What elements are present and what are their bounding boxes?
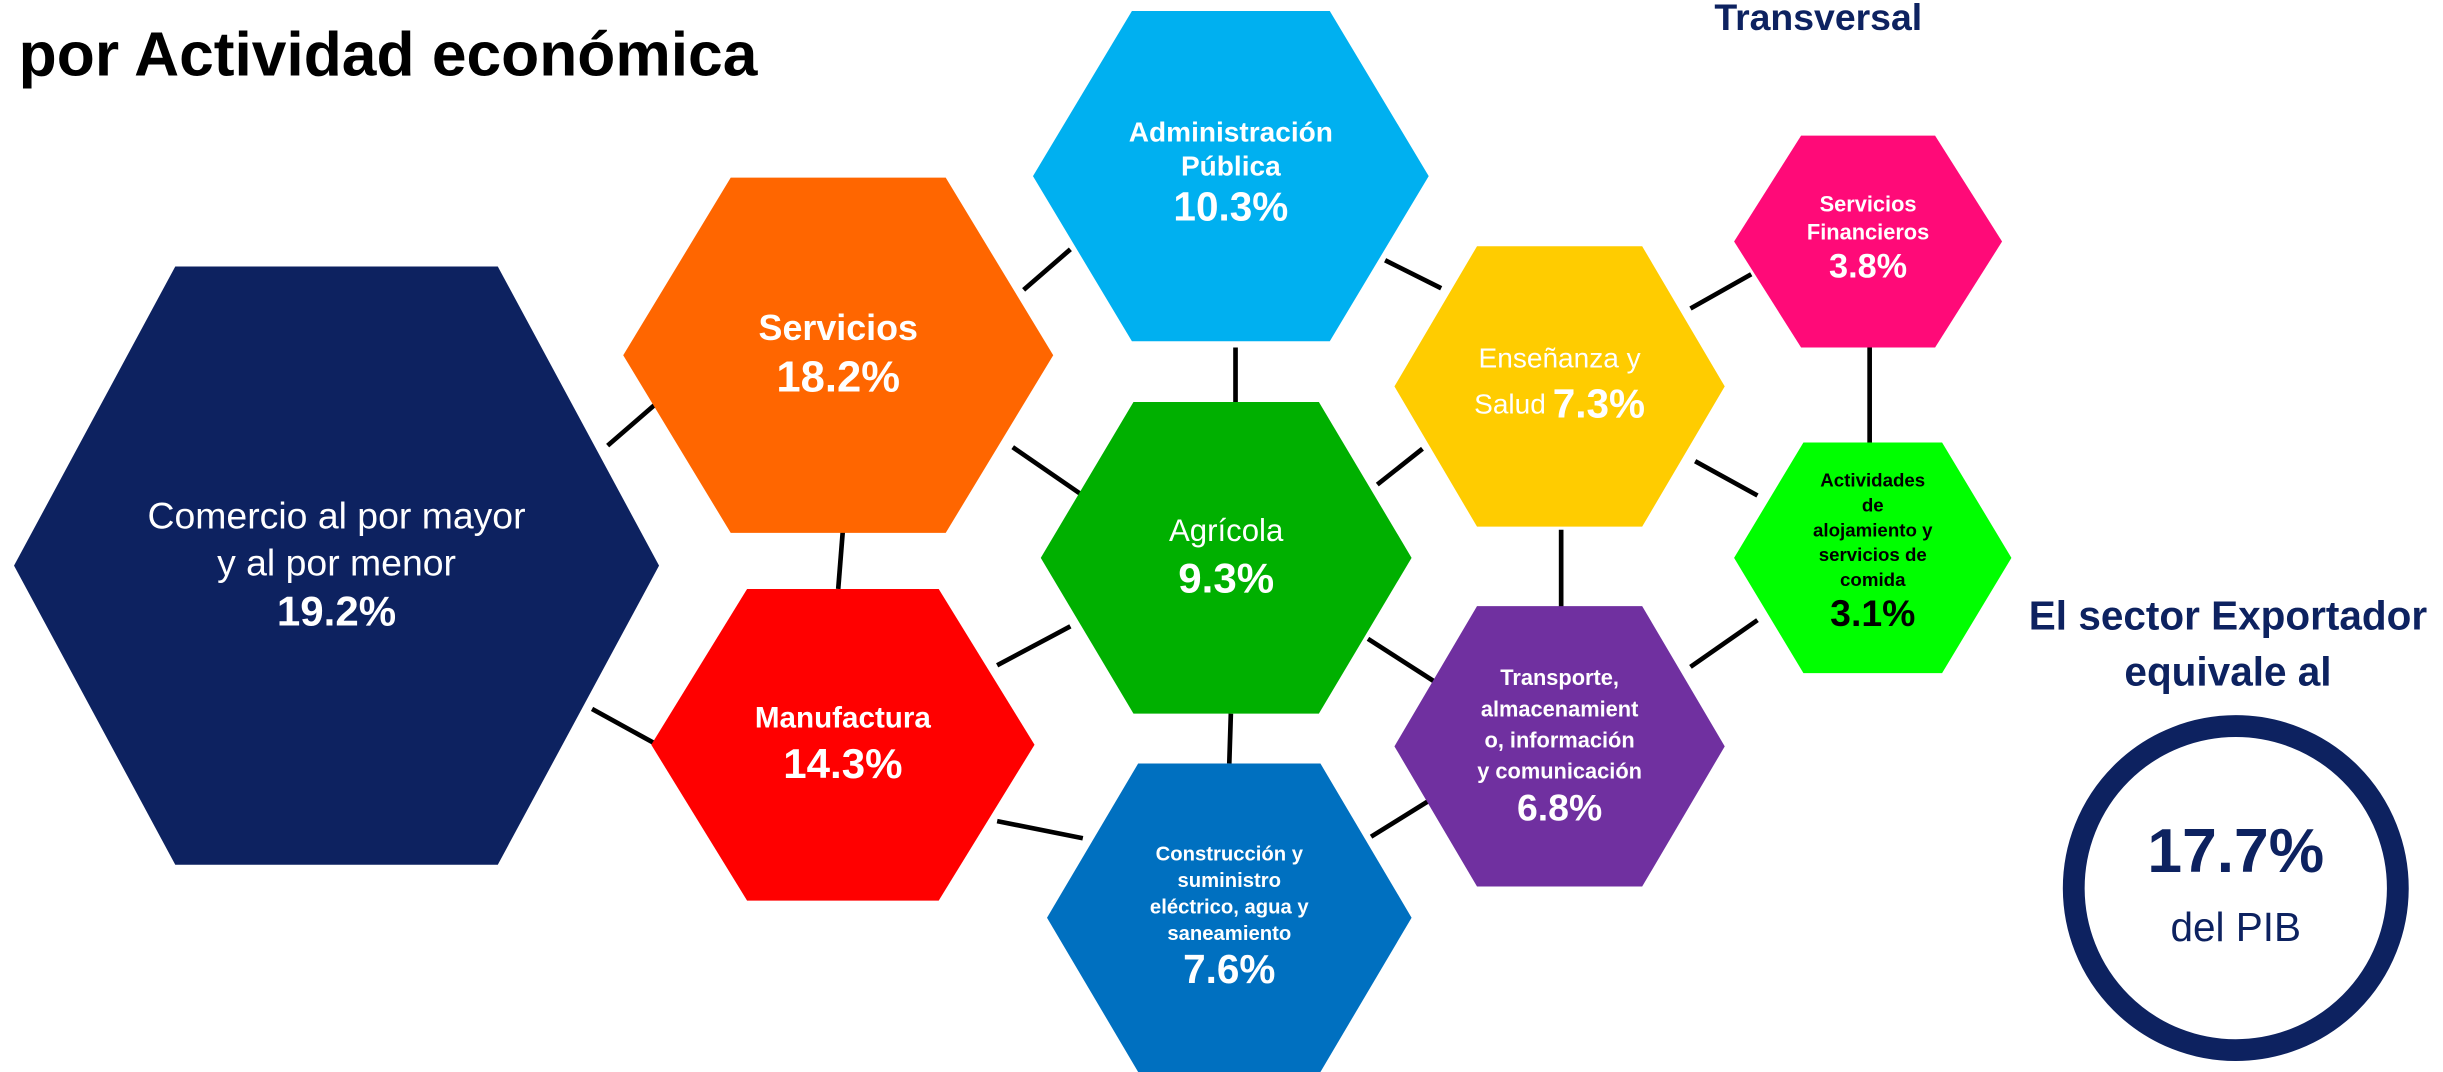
- node-label: Manufactura: [755, 702, 931, 735]
- hexagon: [14, 266, 660, 865]
- node-label: almacenamient: [1481, 696, 1639, 721]
- node-label: suministro: [1178, 870, 1282, 892]
- node-label: Comercio al por mayor: [148, 495, 526, 537]
- hexagon: [1032, 10, 1429, 342]
- hexagon: [1394, 606, 1725, 887]
- node-label: o, información: [1485, 727, 1635, 752]
- node-value: 14.3%: [783, 740, 902, 787]
- hexagon: [1394, 246, 1725, 527]
- node-label: comida: [1840, 569, 1906, 590]
- node-label: y comunicación: [1477, 759, 1642, 784]
- node-value: 7.6%: [1183, 946, 1275, 992]
- summary-unit: del PIB: [2170, 904, 2301, 950]
- summary-circle: [2062, 715, 2409, 1062]
- node-value: 3.1%: [1830, 592, 1915, 634]
- node-label: Actividades: [1820, 469, 1925, 490]
- node-label: servicios de: [1819, 544, 1927, 565]
- node-value: 18.2%: [776, 353, 900, 401]
- node-label-line: Salud 7.3%: [1474, 380, 1645, 426]
- hexagon: [1734, 442, 2012, 674]
- node-label: saneamiento: [1167, 923, 1291, 945]
- node-label: eléctrico, agua y: [1150, 897, 1309, 919]
- hexagon: [651, 588, 1035, 901]
- node-label: Servicios: [1820, 191, 1917, 216]
- node-label: Financieros: [1807, 220, 1929, 245]
- node-label: y al por menor: [217, 541, 456, 583]
- connectors: [590, 247, 1872, 841]
- node-label: Servicios: [759, 308, 918, 348]
- node-label: Salud: [1474, 389, 1546, 420]
- hexagon: [623, 177, 1054, 533]
- node-value: 9.3%: [1178, 555, 1274, 602]
- top-right-text: Transversal: [1714, 0, 1922, 38]
- node-value: 6.8%: [1517, 787, 1602, 829]
- summary-heading: El sector Exportador: [2029, 592, 2428, 638]
- node-label: Transporte,: [1500, 665, 1619, 690]
- node-value: 19.2%: [277, 587, 396, 634]
- summary-heading: equivale al: [2124, 648, 2331, 694]
- node-value: 7.3%: [1553, 380, 1645, 426]
- node-label: Agrícola: [1169, 513, 1284, 548]
- node-label: Administración: [1129, 116, 1333, 147]
- hexagon: [1040, 402, 1412, 714]
- node-label: Pública: [1181, 151, 1281, 182]
- node-label: de: [1862, 494, 1884, 515]
- title: por Actividad económica: [19, 21, 759, 90]
- node-label: Enseñanza y: [1479, 342, 1641, 373]
- hexagon: [1047, 763, 1412, 1072]
- hexagon: [1734, 135, 2003, 348]
- node-value: 10.3%: [1173, 183, 1288, 229]
- node-value: 3.8%: [1829, 247, 1907, 285]
- summary-value: 17.7%: [2147, 817, 2324, 886]
- node-label: alojamiento y: [1813, 519, 1933, 540]
- node-label: Construcción y: [1156, 844, 1304, 866]
